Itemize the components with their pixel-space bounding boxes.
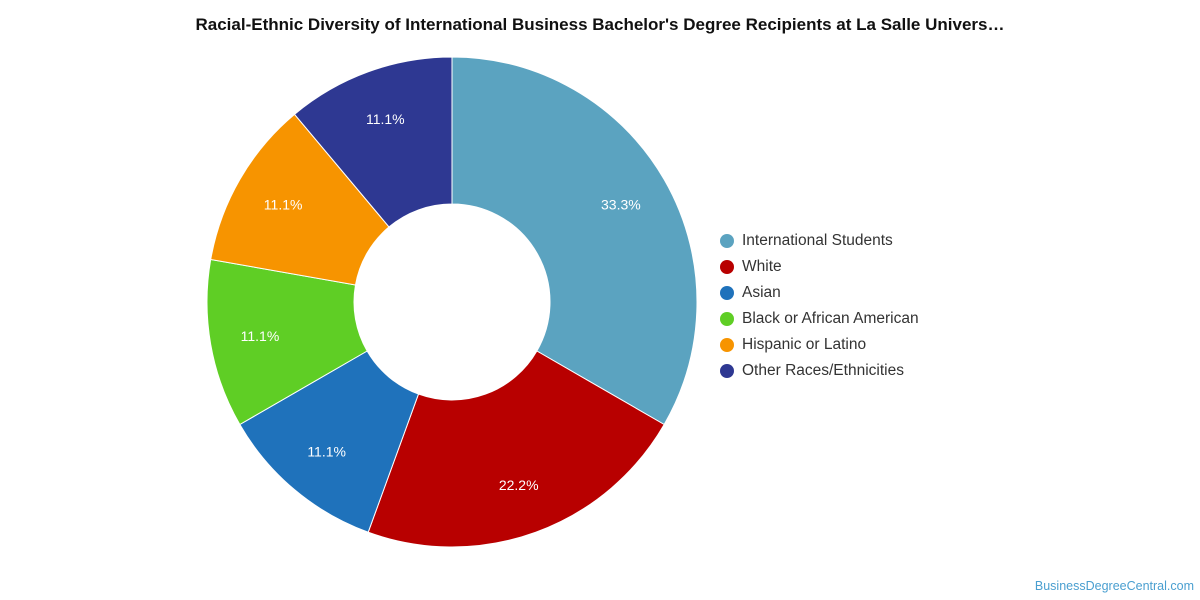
slice-label-4: 11.1% (264, 197, 303, 213)
legend-label-2: Asian (742, 284, 781, 301)
chart-title: Racial-Ethnic Diversity of International… (195, 15, 1005, 34)
legend-item-5[interactable]: Other Races/Ethnicities (720, 358, 919, 384)
legend-label-0: International Students (742, 232, 893, 249)
legend-label-5: Other Races/Ethnicities (742, 362, 904, 379)
slice-label-1: 22.2% (499, 477, 539, 493)
slice-label-3: 11.1% (241, 328, 280, 344)
source-credit[interactable]: BusinessDegreeCentral.com (1034, 579, 1194, 593)
legend-item-3[interactable]: Black or African American (720, 306, 919, 332)
legend-swatch-4 (720, 338, 734, 352)
chart-legend: International Students White Asian Black or… (720, 228, 919, 384)
slice-1[interactable] (367, 350, 665, 548)
legend-swatch-0 (720, 234, 734, 248)
legend-label-1: White (742, 258, 782, 275)
legend-item-1[interactable]: White (720, 254, 919, 280)
legend-label-4: Hispanic or Latino (742, 336, 867, 353)
slice-4[interactable] (210, 113, 390, 286)
slice-label-5: 11.1% (366, 111, 405, 127)
slice-5[interactable] (293, 56, 453, 228)
legend-label-3: Black or African American (742, 310, 919, 327)
slice-label-2: 11.1% (307, 443, 346, 459)
slice-2[interactable] (239, 350, 420, 533)
slice-label-0: 33.3% (601, 197, 641, 213)
legend-item-2[interactable]: Asian (720, 280, 919, 306)
slice-3[interactable] (206, 258, 368, 426)
legend-swatch-2 (720, 286, 734, 300)
legend-item-0[interactable]: International Students (720, 228, 919, 254)
legend-item-4[interactable]: Hispanic or Latino (720, 332, 919, 358)
slice-0[interactable] (451, 56, 698, 426)
legend-swatch-1 (720, 260, 734, 274)
legend-swatch-5 (720, 364, 734, 378)
legend-swatch-3 (720, 312, 734, 326)
